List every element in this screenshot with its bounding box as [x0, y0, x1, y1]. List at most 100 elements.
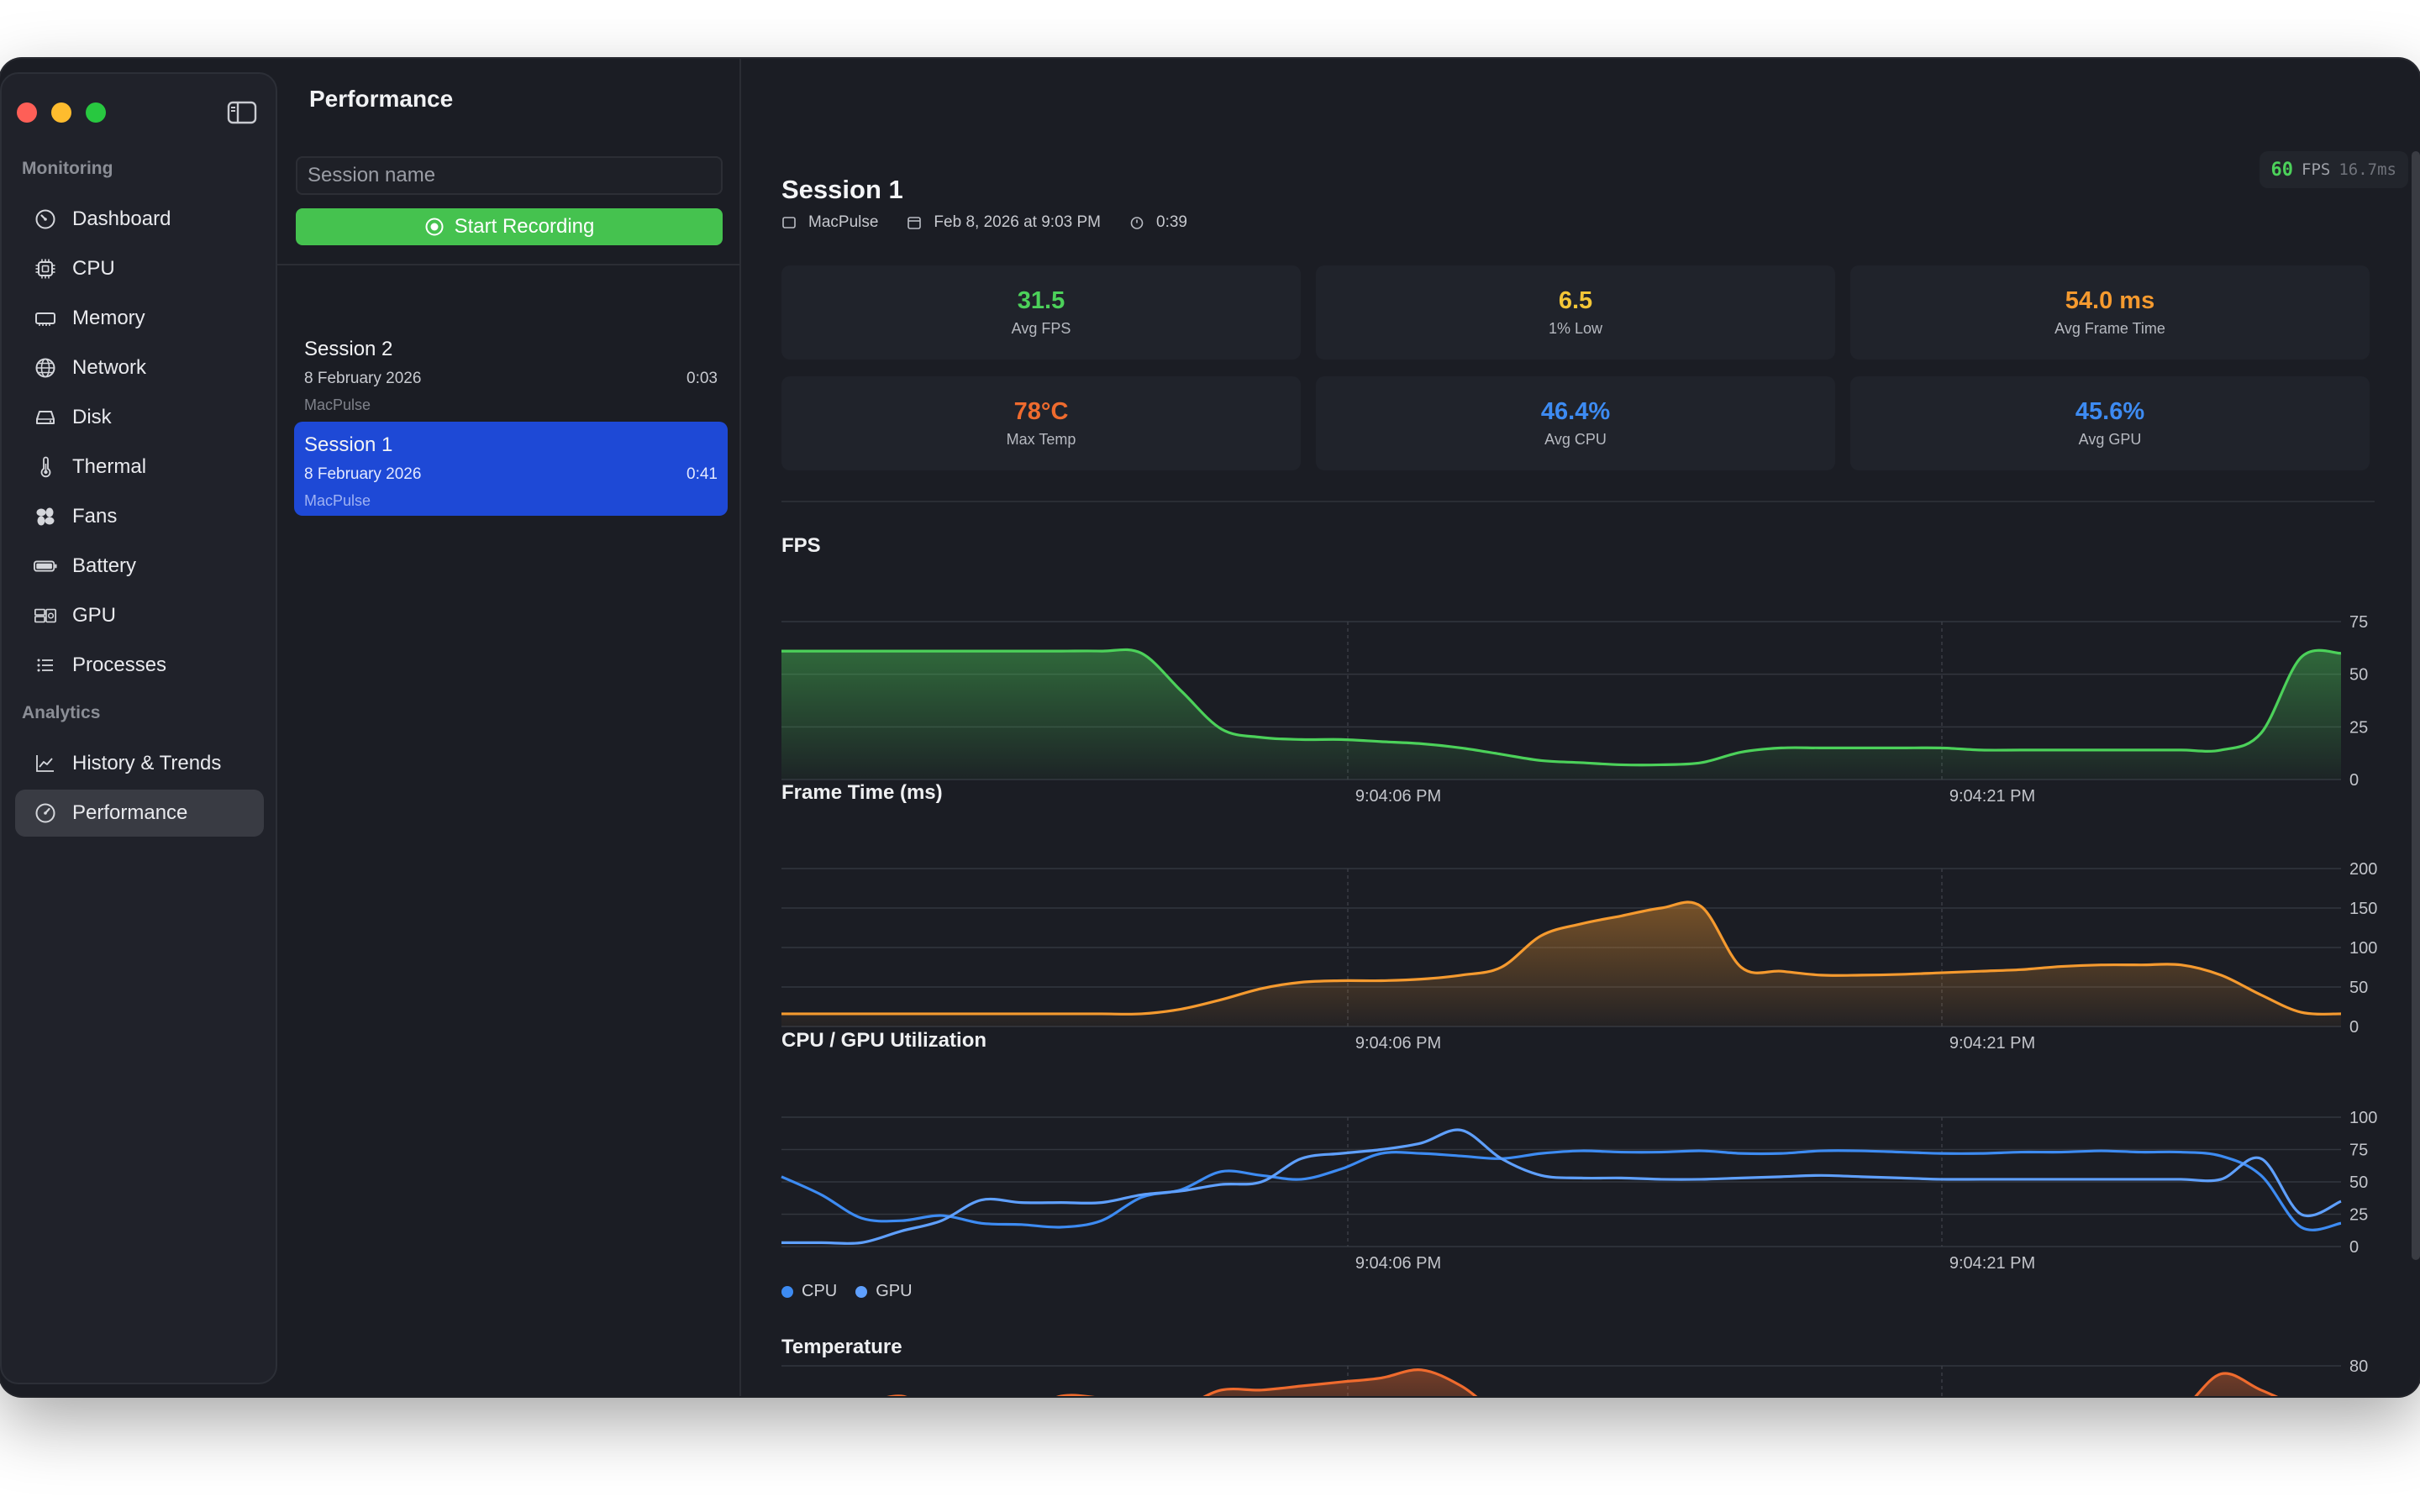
- y-tick-label: 100: [2349, 939, 2377, 958]
- session-device: MacPulse: [304, 396, 371, 413]
- stat-max-temp: 78°C Max Temp: [781, 376, 1301, 470]
- chart-title-temperature: Temperature: [781, 1336, 902, 1358]
- stat-label: Max Temp: [1006, 431, 1076, 448]
- y-tick-label: 150: [2349, 900, 2377, 918]
- series-line-data: [886, 1368, 2279, 1396]
- stat-value: 54.0 ms: [2065, 287, 2155, 314]
- zoom-window-button[interactable]: [86, 102, 106, 123]
- session-list-item-selected[interactable]: Session 1 8 February 2026 0:41 MacPulse: [294, 422, 728, 516]
- y-tick-label: 50: [2349, 666, 2368, 685]
- legend-item-gpu: GPU: [855, 1282, 913, 1301]
- stat-label: Avg Frame Time: [2054, 320, 2165, 337]
- stat-avg-fps: 31.5 Avg FPS: [781, 265, 1301, 360]
- sidebar-item-label: Processes: [72, 654, 167, 676]
- sidebar-item-label: History & Trends: [72, 752, 222, 774]
- series-area: [781, 649, 2341, 780]
- sidebar-item-disk[interactable]: Disk: [15, 394, 264, 441]
- utilization-chart: 0 25 50 75 100 9:04:06 PM 9:04:21 PM: [781, 1109, 2377, 1273]
- y-tick-label: 80: [2349, 1357, 2368, 1376]
- utilization-legend: CPU GPU: [781, 1282, 913, 1301]
- sidebar-item-label: Dashboard: [72, 207, 171, 230]
- close-window-button[interactable]: [17, 102, 37, 123]
- sidebar-item-processes[interactable]: Processes: [15, 642, 264, 689]
- stat-value: 6.5: [1558, 287, 1593, 314]
- stat-avg-frame-time: 54.0 ms Avg Frame Time: [1850, 265, 2370, 360]
- stat-avg-gpu: 45.6% Avg GPU: [1850, 376, 2370, 470]
- session-date: 8 February 2026: [304, 370, 422, 387]
- start-recording-label: Start Recording: [454, 215, 595, 238]
- stat-label: Avg CPU: [1544, 431, 1607, 448]
- x-tick-label: 9:04:21 PM: [1949, 1254, 2035, 1273]
- y-tick-label: 25: [2349, 718, 2368, 737]
- stat-value: 78°C: [1013, 398, 1069, 425]
- sidebar-toggle-icon[interactable]: [227, 100, 257, 125]
- stat-value: 31.5: [1017, 287, 1065, 314]
- y-tick-label: 50: [2349, 1173, 2368, 1192]
- y-tick-label: 0: [2349, 1018, 2359, 1037]
- sidebar-item-gpu[interactable]: GPU: [15, 592, 264, 639]
- session-meta: MacPulse Feb 8, 2026 at 9:03 PM 0:39: [781, 213, 1216, 232]
- frame-time-value: 16.7ms: [2338, 160, 2396, 179]
- sidebar-item-network[interactable]: Network: [15, 344, 264, 391]
- fan-icon: [34, 505, 57, 528]
- sidebar-item-label: Thermal: [72, 455, 147, 478]
- disk-icon: [34, 406, 57, 429]
- fps-chart: 0 25 50 75 9:04:06 PM 9:04:21 PM: [781, 613, 2368, 806]
- sidebar-item-label: Disk: [72, 406, 112, 428]
- sidebar-item-dashboard[interactable]: Dashboard: [15, 196, 264, 243]
- sidebar-item-label: Memory: [72, 307, 145, 329]
- y-tick-label: 75: [2349, 613, 2368, 632]
- session-list-item[interactable]: Session 2 8 February 2026 0:03 MacPulse: [294, 326, 728, 420]
- session-device: MacPulse: [808, 213, 879, 231]
- stat-value: 45.6%: [2075, 398, 2145, 425]
- fps-overlay: 60 FPS 16.7ms: [2259, 151, 2408, 188]
- sidebar-item-cpu[interactable]: CPU: [15, 245, 264, 292]
- series-area: [895, 1369, 2275, 1396]
- sidebar-item-fans[interactable]: Fans: [15, 493, 264, 540]
- y-tick-label: 75: [2349, 1142, 2368, 1160]
- series-line-gpu: [781, 1128, 2342, 1245]
- minimize-window-button[interactable]: [51, 102, 71, 123]
- series-line-data: [781, 648, 2342, 767]
- x-tick-label: 9:04:21 PM: [1949, 1034, 2035, 1053]
- divider: [781, 501, 2375, 502]
- session-duration: 0:03: [687, 370, 718, 387]
- legend-label: CPU: [802, 1282, 838, 1300]
- y-tick-label: 100: [2349, 1109, 2377, 1127]
- sidebar-item-label: CPU: [72, 257, 115, 280]
- list-icon: [34, 654, 57, 677]
- legend-item-cpu: CPU: [781, 1282, 837, 1301]
- sidebar-item-history-trends[interactable]: History & Trends: [15, 740, 264, 787]
- sidebar-item-label: Network: [72, 356, 147, 379]
- sessions-panel: Performance Start Recording Session 2 8 …: [277, 59, 741, 1396]
- session-date: 8 February 2026: [304, 465, 422, 483]
- session-duration: 0:41: [687, 465, 718, 483]
- gauge-icon: [34, 207, 57, 231]
- globe-icon: [34, 356, 57, 380]
- scrollbar[interactable]: [2412, 151, 2420, 1260]
- chart-line-icon: [34, 752, 57, 775]
- y-tick-label: 0: [2349, 1238, 2359, 1257]
- stat-value: 46.4%: [1540, 398, 1611, 425]
- sidebar-item-performance[interactable]: Performance: [15, 790, 264, 837]
- stat-avg-cpu: 46.4% Avg CPU: [1316, 376, 1835, 470]
- fps-value: 60: [2270, 159, 2294, 181]
- stat-label: 1% Low: [1548, 320, 1603, 337]
- panel-title: Performance: [309, 86, 454, 112]
- session-datetime: Feb 8, 2026 at 9:03 PM: [934, 213, 1101, 231]
- window-controls: [17, 102, 106, 123]
- y-tick-label: 0: [2349, 771, 2359, 790]
- session-device: MacPulse: [304, 492, 371, 509]
- sidebar-item-battery[interactable]: Battery: [15, 543, 264, 590]
- session-name: Session 2: [304, 338, 393, 360]
- x-tick-label: 9:04:06 PM: [1355, 787, 1441, 806]
- sidebar-item-label: Fans: [72, 505, 118, 528]
- chart-title-utilization: CPU / GPU Utilization: [781, 1029, 987, 1052]
- session-title: Session 1: [781, 175, 903, 204]
- session-name: Session 1: [304, 433, 393, 456]
- sidebar-item-memory[interactable]: Memory: [15, 295, 264, 342]
- start-recording-button[interactable]: Start Recording: [296, 208, 723, 245]
- sidebar-item-thermal[interactable]: Thermal: [15, 444, 264, 491]
- session-name-input[interactable]: [296, 156, 723, 195]
- series-line-cpu: [781, 1149, 2342, 1231]
